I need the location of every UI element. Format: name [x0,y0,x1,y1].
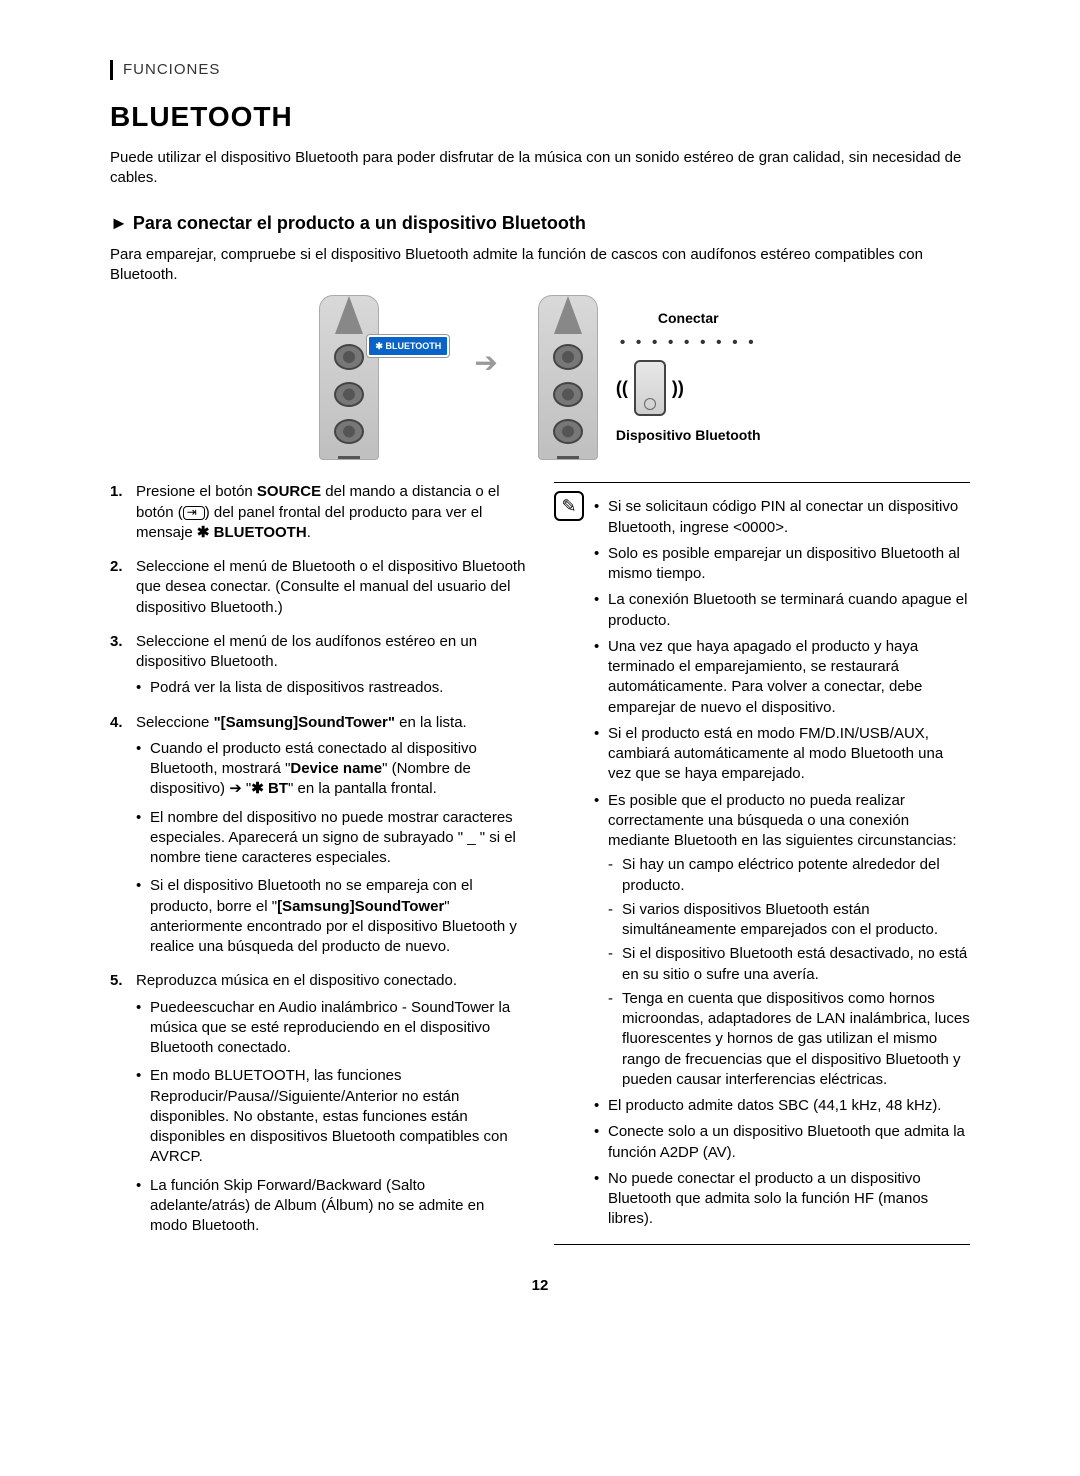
list-item: La función Skip Forward/Backward (Salto … [136,1176,526,1237]
page-number: 12 [110,1276,970,1296]
list-item: La conexión Bluetooth se terminará cuand… [594,590,970,631]
list-item: Tenga en cuenta que dispositivos como ho… [608,989,970,1090]
notes-content: Si se solicitaun código PIN al conectar … [594,491,970,1235]
subsection-title-text: Para conectar el producto a un dispositi… [133,213,586,233]
step-5-bullets: Puedeescuchar en Audio inalámbrico - Sou… [136,998,526,1237]
subsection-title: ► Para conectar el producto a un disposi… [110,211,970,235]
list-item: Si el dispositivo Bluetooth no se empare… [136,876,526,957]
diagram-right: Conectar • • • • • • • • • (( )) Disposi… [538,295,761,460]
list-item: Si el producto está en modo FM/D.IN/USB/… [594,724,970,785]
section-label: FUNCIONES [123,61,220,78]
step-5: Reproduzca música en el dispositivo cone… [110,971,526,1236]
step-3: Seleccione el menú de los audífonos esté… [110,632,526,699]
list-item: Solo es posible emparejar un dispositivo… [594,544,970,585]
bold-text: [Samsung]SoundTower [277,898,444,915]
note-icon: ✎ [554,491,584,521]
source-button-icon [183,506,205,520]
bluetooth-symbol-icon: ✱ [197,524,210,541]
play-marker-icon: ► [110,213,128,233]
tower-icon [319,295,379,460]
section-header: FUNCIONES [110,60,970,80]
list-item: Cuando el producto está conectado al dis… [136,739,526,800]
bold-text: SOURCE [257,483,321,500]
step-text: Presione el botón [136,483,257,500]
connection-column: Conectar • • • • • • • • • (( )) Disposi… [616,309,761,444]
list-item: Una vez que haya apagado el producto y h… [594,637,970,718]
step-text: . [307,524,311,541]
bold-text: BLUETOOTH [209,524,306,541]
list-item: Si hay un campo eléctrico potente alrede… [608,855,970,896]
list-item: No puede conectar el producto a un dispo… [594,1169,970,1230]
connection-diagram: ✱ BLUETOOTH ➔ Conectar • • • • • • • • •… [110,295,970,460]
step-4-bullets: Cuando el producto está conectado al dis… [136,739,526,958]
arrow-right-icon: ➔ [474,344,497,382]
step-4: Seleccione "[Samsung]SoundTower" en la l… [110,713,526,958]
notes-box: ✎ Si se solicitaun código PIN al conecta… [554,482,970,1244]
wave-left-icon: (( [616,376,628,400]
subsection-intro: Para emparejar, compruebe si el disposit… [110,245,970,286]
step-text: Reproduzca música en el dispositivo cone… [136,972,457,989]
connection-dots-icon: • • • • • • • • • [616,332,761,354]
step-1: Presione el botón SOURCE del mando a dis… [110,482,526,543]
list-item: Si el dispositivo Bluetooth está desacti… [608,944,970,985]
list-item: Puedeescuchar en Audio inalámbrico - Sou… [136,998,526,1059]
bold-text: "[Samsung]SoundTower" [214,714,395,731]
list-item: Es posible que el producto no pueda real… [594,791,970,1091]
notes-bullets: Si se solicitaun código PIN al conectar … [594,497,970,1229]
sound-tower-left: ✱ BLUETOOTH [319,295,379,460]
text: Es posible que el producto no pueda real… [608,792,957,850]
right-column: ✎ Si se solicitaun código PIN al conecta… [554,482,970,1244]
page-title: BLUETOOTH [110,98,970,136]
phone-icon [634,360,666,416]
list-item: El nombre del dispositivo no puede mostr… [136,808,526,869]
step-text: Seleccione el menú de los audífonos esté… [136,633,477,670]
content-columns: Presione el botón SOURCE del mando a dis… [110,482,970,1250]
list-item: En modo BLUETOOTH, las funciones Reprodu… [136,1066,526,1167]
connect-label: Conectar [616,309,761,328]
left-column: Presione el botón SOURCE del mando a dis… [110,482,526,1250]
bold-text: BT [264,780,288,797]
step-3-bullets: Podrá ver la lista de dispositivos rastr… [136,678,526,698]
bluetooth-symbol-icon: ✱ [251,780,264,797]
steps-list: Presione el botón SOURCE del mando a dis… [110,482,526,1236]
step-2: Seleccione el menú de Bluetooth o el dis… [110,557,526,618]
sound-tower-right [538,295,598,460]
circumstances-list: Si hay un campo eléctrico potente alrede… [608,855,970,1090]
bluetooth-badge: ✱ BLUETOOTH [367,335,449,357]
list-item: Conecte solo a un dispositivo Bluetooth … [594,1122,970,1163]
list-item: Si varios dispositivos Bluetooth están s… [608,900,970,941]
bold-text: Device name [290,760,382,777]
phone-waves: (( )) [616,360,761,416]
list-item: El producto admite datos SBC (44,1 kHz, … [594,1096,970,1116]
wave-right-icon: )) [672,376,684,400]
text: " en la pantalla frontal. [288,780,437,797]
step-text: Seleccione [136,714,214,731]
list-item: Podrá ver la lista de dispositivos rastr… [136,678,526,698]
step-text: en la lista. [395,714,467,731]
device-label: Dispositivo Bluetooth [616,426,761,445]
intro-text: Puede utilizar el dispositivo Bluetooth … [110,148,970,189]
list-item: Si se solicitaun código PIN al conectar … [594,497,970,538]
